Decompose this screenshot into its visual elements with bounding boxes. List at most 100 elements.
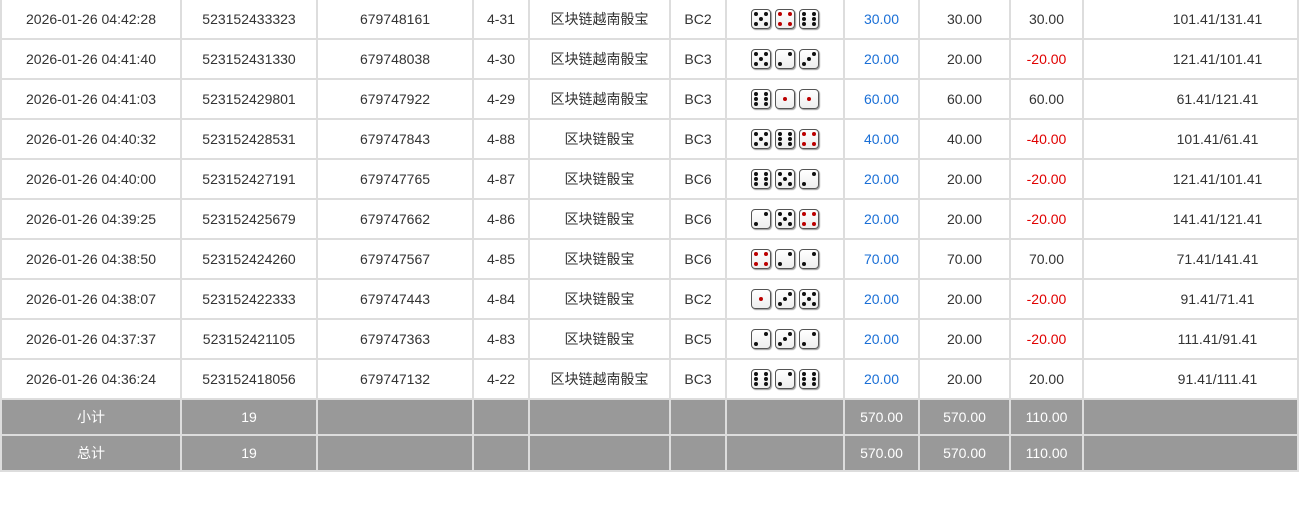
order-number: 523152425679	[180, 198, 318, 240]
valid-amount: 40.00	[918, 118, 1011, 160]
balance-change: 61.41/121.41	[1082, 78, 1299, 120]
dice-6-icon	[751, 369, 771, 389]
win-loss: -20.00	[1009, 278, 1084, 320]
dice-1-icon	[775, 89, 795, 109]
dice-2-icon	[775, 49, 795, 69]
valid-amount: 20.00	[918, 38, 1011, 80]
table-row: 2026-01-26 04:37:37 523152421105 679747363…	[0, 318, 1299, 360]
order-number: 523152428531	[180, 118, 318, 160]
dice-2-icon	[751, 209, 771, 229]
empty	[528, 398, 671, 436]
order-number: 523152421105	[180, 318, 318, 360]
table-row: 2026-01-26 04:39:25 523152425679 679747662…	[0, 198, 1299, 240]
game-name: 区块链骰宝	[528, 278, 671, 320]
win-loss: 60.00	[1009, 78, 1084, 120]
bet-amount: 40.00	[843, 118, 920, 160]
footer-bet: 570.00	[843, 434, 920, 472]
bet-amount: 20.00	[843, 198, 920, 240]
dice-5-icon	[751, 129, 771, 149]
room-code: BC5	[669, 318, 727, 360]
balance-change: 91.41/111.41	[1082, 358, 1299, 400]
order-number: 523152429801	[180, 78, 318, 120]
table-row: 2026-01-26 04:36:24 523152418056 679747132…	[0, 358, 1299, 400]
dice-3-icon	[799, 49, 819, 69]
win-loss: 70.00	[1009, 238, 1084, 280]
game-name: 区块链越南骰宝	[528, 358, 671, 400]
dice-2-icon	[799, 249, 819, 269]
game-name: 区块链越南骰宝	[528, 78, 671, 120]
dice-result	[725, 278, 845, 320]
dice-result	[725, 318, 845, 360]
balance-change: 101.41/131.41	[1082, 0, 1299, 40]
bet-time: 2026-01-26 04:42:28	[0, 0, 182, 40]
bet-time: 2026-01-26 04:37:37	[0, 318, 182, 360]
order-number: 523152424260	[180, 238, 318, 280]
balance-change: 101.41/61.41	[1082, 118, 1299, 160]
issue-number: 679747567	[316, 238, 474, 280]
dice-result	[725, 78, 845, 120]
dice-result	[725, 158, 845, 200]
game-name: 区块链越南骰宝	[528, 38, 671, 80]
empty	[528, 434, 671, 472]
valid-amount: 20.00	[918, 158, 1011, 200]
win-loss: -40.00	[1009, 118, 1084, 160]
balance-change: 121.41/101.41	[1082, 38, 1299, 80]
win-loss: -20.00	[1009, 198, 1084, 240]
dice-5-icon	[775, 209, 795, 229]
issue-number: 679747843	[316, 118, 474, 160]
dice-5-icon	[751, 9, 771, 29]
footer-label: 总计	[0, 434, 182, 472]
bet-time: 2026-01-26 04:36:24	[0, 358, 182, 400]
dice-6-icon	[799, 369, 819, 389]
balance-change: 71.41/141.41	[1082, 238, 1299, 280]
play-code: 4-29	[472, 78, 530, 120]
room-code: BC3	[669, 78, 727, 120]
balance-change: 141.41/121.41	[1082, 198, 1299, 240]
issue-number: 679747662	[316, 198, 474, 240]
issue-number: 679748038	[316, 38, 474, 80]
empty	[316, 434, 474, 472]
balance-change: 111.41/91.41	[1082, 318, 1299, 360]
valid-amount: 20.00	[918, 318, 1011, 360]
footer-row: 小计 19 570.00 570.00 110.00	[0, 398, 1299, 436]
game-name: 区块链骰宝	[528, 158, 671, 200]
table-row: 2026-01-26 04:40:00 523152427191 679747765…	[0, 158, 1299, 200]
dice-3-icon	[775, 289, 795, 309]
dice-result	[725, 358, 845, 400]
empty	[1082, 398, 1299, 436]
dice-4-icon	[751, 249, 771, 269]
play-code: 4-88	[472, 118, 530, 160]
balance-change: 91.41/71.41	[1082, 278, 1299, 320]
valid-amount: 30.00	[918, 0, 1011, 40]
footer-win: 110.00	[1009, 398, 1084, 436]
room-code: BC6	[669, 198, 727, 240]
play-code: 4-30	[472, 38, 530, 80]
dice-2-icon	[775, 369, 795, 389]
empty	[1082, 434, 1299, 472]
valid-amount: 70.00	[918, 238, 1011, 280]
dice-6-icon	[775, 129, 795, 149]
table-row: 2026-01-26 04:40:32 523152428531 679747843…	[0, 118, 1299, 160]
footer-valid: 570.00	[918, 398, 1011, 436]
bet-amount: 20.00	[843, 278, 920, 320]
bet-amount: 30.00	[843, 0, 920, 40]
order-number: 523152418056	[180, 358, 318, 400]
play-code: 4-84	[472, 278, 530, 320]
footer-valid: 570.00	[918, 434, 1011, 472]
bet-time: 2026-01-26 04:41:03	[0, 78, 182, 120]
empty	[725, 434, 845, 472]
dice-2-icon	[799, 329, 819, 349]
bet-time: 2026-01-26 04:41:40	[0, 38, 182, 80]
issue-number: 679747443	[316, 278, 474, 320]
table-row: 2026-01-26 04:41:03 523152429801 679747922…	[0, 78, 1299, 120]
room-code: BC3	[669, 118, 727, 160]
empty	[316, 398, 474, 436]
dice-2-icon	[751, 329, 771, 349]
order-number: 523152431330	[180, 38, 318, 80]
dice-5-icon	[751, 49, 771, 69]
room-code: BC3	[669, 358, 727, 400]
game-name: 区块链越南骰宝	[528, 0, 671, 40]
dice-4-icon	[799, 129, 819, 149]
play-code: 4-22	[472, 358, 530, 400]
bet-records-table: 2026-01-26 04:42:28 523152433323 679748161…	[0, 0, 1299, 472]
